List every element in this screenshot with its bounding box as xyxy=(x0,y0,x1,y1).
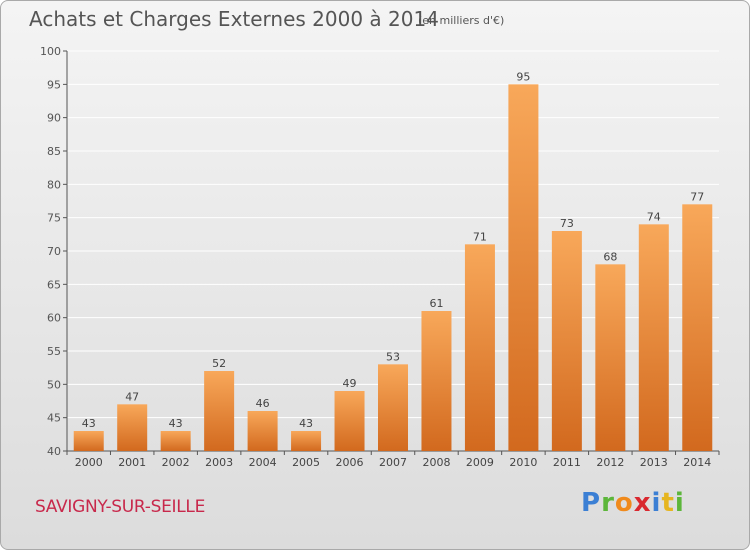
x-tick-label: 2012 xyxy=(596,456,624,469)
data-label: 77 xyxy=(690,190,704,203)
x-tick-label: 2000 xyxy=(75,456,103,469)
x-tick-label: 2014 xyxy=(683,456,711,469)
y-tick-label: 90 xyxy=(47,112,61,125)
data-label: 43 xyxy=(169,417,183,430)
x-tick-label: 2003 xyxy=(205,456,233,469)
bar-2011 xyxy=(551,231,582,451)
data-label: 49 xyxy=(343,377,357,390)
bar-2007 xyxy=(378,364,408,451)
x-tick-label: 2001 xyxy=(118,456,146,469)
chart-title: Achats et Charges Externes 2000 à 2014 xyxy=(29,7,439,31)
y-tick-label: 70 xyxy=(47,245,61,258)
y-tick-label: 50 xyxy=(47,378,61,391)
data-label: 53 xyxy=(386,350,400,363)
x-tick-label: 2005 xyxy=(292,456,320,469)
bar-2010 xyxy=(508,84,539,451)
y-tick-label: 95 xyxy=(47,78,61,91)
data-label: 47 xyxy=(125,390,139,403)
bar-2012 xyxy=(595,264,626,451)
bar-2003 xyxy=(204,371,235,451)
data-label: 71 xyxy=(473,230,487,243)
x-tick-label: 2007 xyxy=(379,456,407,469)
chart-subtitle: (en milliers d'€) xyxy=(418,14,505,27)
y-tick-label: 80 xyxy=(47,178,61,191)
data-label: 95 xyxy=(516,70,530,83)
y-tick-label: 45 xyxy=(47,412,61,425)
bar-2009 xyxy=(464,244,495,451)
data-label: 46 xyxy=(256,397,270,410)
bar-2013 xyxy=(638,224,669,451)
x-tick-label: 2011 xyxy=(553,456,581,469)
proxiti-logo: Proxiti xyxy=(581,488,685,518)
bar-2001 xyxy=(117,404,148,451)
y-tick-label: 40 xyxy=(47,445,61,458)
x-tick-label: 2006 xyxy=(336,456,364,469)
y-tick-label: 55 xyxy=(47,345,61,358)
data-label: 43 xyxy=(82,417,96,430)
data-label: 74 xyxy=(647,210,661,223)
data-label: 68 xyxy=(603,250,617,263)
y-tick-label: 75 xyxy=(47,212,61,225)
y-tick-label: 60 xyxy=(47,312,61,325)
bar-2005 xyxy=(291,431,322,451)
x-tick-label: 2013 xyxy=(640,456,668,469)
bar-2002 xyxy=(160,431,191,451)
y-tick-label: 85 xyxy=(47,145,61,158)
x-tick-label: 2002 xyxy=(162,456,190,469)
x-tick-label: 2008 xyxy=(422,456,450,469)
data-label: 52 xyxy=(212,357,226,370)
y-tick-label: 100 xyxy=(40,45,61,58)
data-label: 73 xyxy=(560,217,574,230)
bar-2006 xyxy=(334,391,365,451)
data-label: 43 xyxy=(299,417,313,430)
labels: 43 2000 47 2001 43 2002 52 2003 46 2004 43 2005 49 20… xyxy=(75,70,712,469)
bar-2014 xyxy=(682,204,713,451)
x-tick-label: 2009 xyxy=(466,456,494,469)
bar-2008 xyxy=(421,311,452,451)
x-tick-label: 2010 xyxy=(509,456,537,469)
x-tick-label: 2004 xyxy=(249,456,277,469)
data-label: 61 xyxy=(429,297,443,310)
y-tick-label: 65 xyxy=(47,278,61,291)
commune-name: SAVIGNY-SUR-SEILLE xyxy=(35,497,206,517)
bar-2004 xyxy=(247,411,278,451)
bars xyxy=(73,84,713,451)
bar-2000 xyxy=(73,431,104,451)
